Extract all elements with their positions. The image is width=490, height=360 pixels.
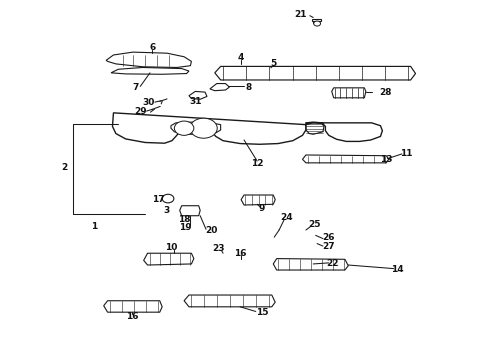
Text: 22: 22 [326,260,339,269]
Text: 2: 2 [62,163,68,172]
Text: 31: 31 [189,97,201,106]
Circle shape [314,21,320,26]
Text: 6: 6 [149,43,155,52]
Text: 24: 24 [280,213,293,222]
Text: 18: 18 [178,215,190,224]
Text: 1: 1 [91,222,97,231]
Text: 16: 16 [234,249,246,258]
Text: 9: 9 [259,204,265,213]
Text: 5: 5 [270,59,276,68]
Text: 16: 16 [126,312,138,321]
Circle shape [174,121,194,135]
Text: 11: 11 [399,149,412,158]
Text: 8: 8 [245,83,251,92]
Text: 15: 15 [256,309,269,318]
Text: 7: 7 [132,83,139,92]
Text: 23: 23 [212,244,224,253]
Text: 4: 4 [238,53,245,62]
Circle shape [162,194,174,203]
Text: 10: 10 [165,243,177,252]
Text: 29: 29 [134,107,147,116]
Text: 27: 27 [322,242,335,251]
Text: 19: 19 [179,222,192,231]
Text: 13: 13 [380,156,392,165]
Text: 25: 25 [308,220,320,229]
Text: 30: 30 [142,98,155,107]
Text: 12: 12 [251,159,264,168]
Text: 28: 28 [379,88,392,97]
Text: 20: 20 [206,226,218,235]
Text: 17: 17 [152,195,165,204]
Text: 14: 14 [391,265,403,274]
Text: 26: 26 [322,233,335,242]
Text: 3: 3 [163,206,169,215]
Circle shape [190,118,217,138]
Text: 21: 21 [294,10,306,19]
